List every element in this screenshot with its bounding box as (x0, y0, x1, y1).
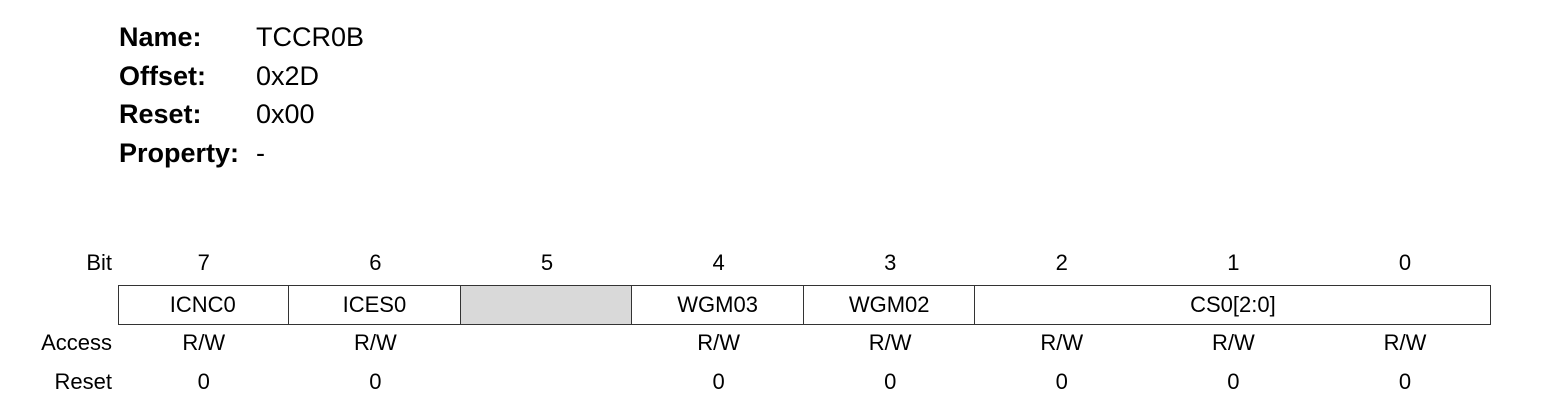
reserved-bit-field (460, 286, 633, 324)
reset-cell-7: 0 (1398, 369, 1412, 394)
bit-number-4: 3 (884, 250, 897, 275)
bit-number-0: 7 (197, 250, 210, 275)
access-cell-0: R/W (182, 330, 226, 355)
register-offset-label: Offset: (119, 60, 206, 91)
bit-number-3: 4 (712, 250, 725, 275)
reset-cell-5: 0 (1055, 369, 1068, 394)
reset-cell-6: 0 (1227, 369, 1240, 394)
register-name-value: TCCR0B (256, 22, 365, 52)
bit-field-wgm03: WGM03 (632, 286, 804, 324)
reset-cell-0: 0 (197, 369, 210, 394)
bit-field-wgm02: WGM02 (804, 286, 976, 324)
bit-number-6: 1 (1227, 250, 1240, 275)
register-offset-value: 0x2D (256, 60, 320, 91)
register-property-value: - (256, 137, 265, 168)
bit-field-cs0-2-0: CS0[2:0] (1190, 292, 1276, 317)
bit-row-label: Bit (86, 250, 112, 275)
bit-field-ices0: ICES0 (289, 286, 461, 324)
access-cell-6: R/W (1212, 330, 1255, 355)
access-cell-1: R/W (354, 330, 397, 355)
bit-number-2: 5 (540, 250, 554, 275)
reset-cell-1: 0 (369, 369, 382, 394)
access-row-label: Access (41, 330, 112, 355)
register-name-label: Name: (119, 22, 202, 52)
register-reset-value: 0x00 (256, 99, 315, 129)
access-cell-7: R/W (1383, 330, 1427, 355)
access-cell-5: R/W (1040, 330, 1084, 355)
register-bitfield: ICNC0 ICES0 WGM03 WGM02 CS0[2:0] (118, 285, 1491, 325)
reset-cell-3: 0 (712, 369, 725, 394)
bit-number-5: 2 (1055, 250, 1068, 275)
bit-number-7: 0 (1398, 250, 1412, 275)
register-reset-label: Reset: (119, 99, 202, 129)
bit-field-icnc0: ICNC0 (118, 286, 290, 324)
register-property-label: Property: (119, 137, 240, 168)
reset-row-label: Reset (54, 369, 112, 394)
reset-cell-4: 0 (884, 369, 897, 394)
bit-number-1: 6 (369, 250, 382, 275)
access-cell-4: R/W (868, 330, 912, 355)
access-cell-3: R/W (697, 330, 740, 355)
